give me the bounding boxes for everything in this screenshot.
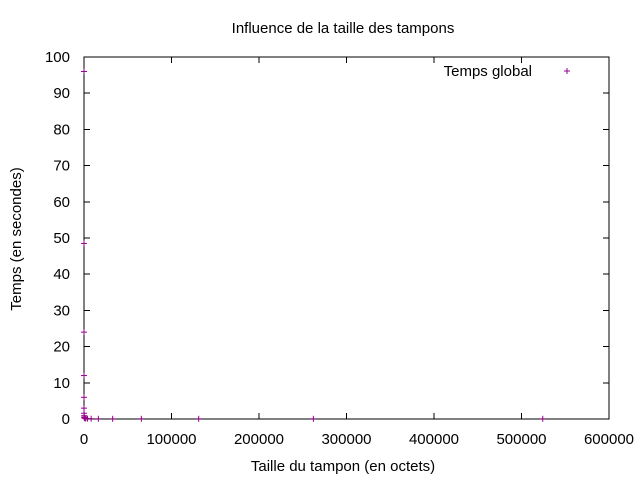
data-point	[81, 329, 88, 336]
data-point	[95, 415, 102, 422]
data-point	[81, 394, 88, 401]
x-tick-label: 0	[80, 431, 88, 448]
ticks: 0 100000 200000 300000 400000 500000 600000 0 10…	[45, 49, 634, 448]
data-points	[81, 68, 546, 422]
y-tick-label: 10	[53, 375, 70, 392]
axes	[83, 56, 610, 420]
y-tick-label: 70	[53, 158, 70, 175]
y-tick-label: 40	[53, 266, 70, 283]
y-tick-label: 50	[53, 230, 70, 247]
legend-plus-marker	[564, 68, 570, 74]
y-tick-label: 60	[53, 194, 70, 211]
x-tick-label: 600000	[584, 431, 634, 448]
plot-frame	[83, 56, 610, 420]
y-tick-label: 0	[62, 411, 70, 428]
y-axis-label: Temps (en secondes)	[8, 167, 25, 310]
data-point	[81, 68, 88, 75]
x-axis-label: Taille du tampon (en octets)	[251, 458, 435, 475]
x-tick-label: 200000	[234, 431, 284, 448]
y-tick-label: 80	[53, 121, 70, 138]
x-tick-label: 400000	[409, 431, 459, 448]
data-point	[539, 415, 546, 422]
y-tick-label: 100	[45, 49, 70, 66]
data-point	[138, 415, 145, 422]
data-point	[81, 405, 88, 412]
x-tick-label: 300000	[321, 431, 371, 448]
chart-title: Influence de la taille des tampons	[232, 20, 455, 37]
data-point	[109, 415, 116, 422]
data-point	[195, 415, 202, 422]
data-point	[310, 415, 317, 422]
y-tick-label: 30	[53, 302, 70, 319]
data-point	[88, 415, 95, 422]
x-tick-label: 100000	[146, 431, 196, 448]
legend-marker	[564, 68, 570, 74]
x-tick-label: 500000	[496, 431, 546, 448]
data-point	[81, 240, 88, 247]
data-point	[81, 372, 88, 379]
legend-label: Temps global	[444, 63, 532, 80]
legend: Temps global	[444, 63, 570, 80]
y-tick-label: 20	[53, 339, 70, 356]
y-tick-label: 90	[53, 85, 70, 102]
